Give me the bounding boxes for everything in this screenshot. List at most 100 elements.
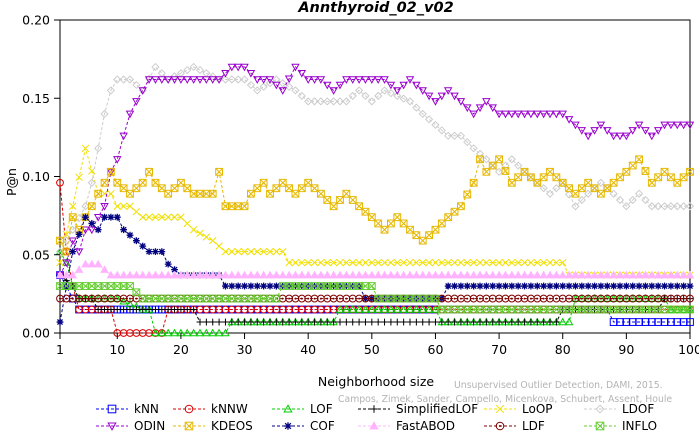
point-simplifiedlof: [330, 318, 338, 326]
point-simplifiedlof: [546, 318, 554, 326]
marker-dot: [122, 297, 125, 300]
marker-cross: [571, 305, 580, 314]
marker-box: [342, 189, 351, 198]
point-odin: [354, 76, 364, 84]
point-simplifiedlof: [552, 318, 560, 326]
marker-cross: [291, 189, 300, 198]
marker-dot: [485, 297, 488, 300]
point-cof: [610, 282, 618, 290]
marker-dot: [568, 297, 571, 300]
point-ldof: [323, 97, 332, 106]
marker-cross: [425, 231, 433, 239]
point-odin: [335, 81, 345, 90]
marker-dot: [599, 297, 602, 300]
legend-marker: [107, 404, 117, 414]
point-loop: [215, 242, 223, 250]
point-simplifiedlof: [438, 318, 446, 326]
marker-cross: [368, 282, 376, 290]
point-odin: [373, 76, 383, 84]
point-loop: [450, 258, 459, 267]
point-ldof: [386, 89, 396, 98]
x-tick-label: 40: [300, 342, 316, 357]
point-fastabod: [297, 270, 307, 279]
marker-cross: [425, 294, 433, 303]
point-fastabod: [348, 270, 357, 279]
marker-dot: [542, 297, 545, 300]
point-simplifiedlof: [374, 318, 382, 326]
point-simplifiedlof: [190, 306, 198, 313]
point-ldof: [615, 195, 625, 205]
point-loop: [234, 247, 242, 256]
marker-dot: [593, 297, 596, 300]
point-loop: [387, 258, 395, 267]
point-cof: [88, 220, 96, 227]
point-simplifiedlof: [164, 306, 172, 313]
point-fastabod: [176, 270, 186, 279]
point-kdeos: [374, 219, 383, 228]
marker-cross: [196, 189, 204, 198]
marker-dot: [491, 297, 494, 300]
point-fastabod: [558, 270, 567, 279]
point-cof: [164, 260, 172, 268]
point-ldof: [685, 202, 695, 211]
point-loop: [145, 213, 153, 221]
marker-cross: [679, 173, 688, 182]
point-odin: [138, 87, 147, 95]
point-fastabod: [310, 270, 319, 279]
point-fastabod: [463, 270, 472, 279]
point-kdeos: [266, 189, 274, 198]
legend-marker: [184, 404, 194, 414]
point-kdeos: [514, 173, 523, 182]
point-cof: [234, 282, 242, 290]
marker-dot: [479, 297, 481, 300]
point-odin: [628, 127, 637, 135]
marker-cross: [62, 282, 71, 290]
marker-box: [577, 184, 586, 193]
point-ldf: [686, 294, 694, 303]
point-loop: [418, 258, 427, 267]
point-ldf: [482, 294, 491, 303]
point-simplifiedlof: [183, 306, 191, 313]
point-kdeos: [183, 184, 192, 193]
point-cof: [101, 213, 108, 221]
marker-cross: [399, 219, 408, 228]
point-fastabod: [443, 270, 453, 279]
marker-cross: [635, 155, 643, 164]
marker-cross: [329, 282, 338, 290]
point-simplifiedlof: [101, 306, 108, 313]
point-lof: [564, 317, 574, 326]
point-simplifiedlof: [247, 318, 255, 326]
point-fastabod: [291, 270, 300, 279]
y-tick-label: 0.05: [22, 247, 50, 262]
marker-cross: [595, 421, 605, 431]
marker-dot: [440, 297, 443, 300]
point-fastabod: [609, 270, 618, 279]
point-kdeos: [208, 189, 217, 198]
point-lof: [418, 305, 427, 313]
marker-dot: [90, 297, 93, 300]
point-kdeos: [304, 178, 313, 187]
point-simplifiedlof: [266, 318, 274, 326]
point-simplifiedlof: [120, 306, 128, 313]
marker-cross: [247, 189, 255, 198]
marker-cross: [584, 305, 592, 314]
legend-label-inflo: INFLO: [622, 419, 657, 433]
point-ldof: [316, 97, 326, 106]
point-simplifiedlof: [260, 318, 268, 326]
series-line-kdeos: [59, 157, 691, 254]
point-lof: [119, 296, 128, 305]
point-simplifiedlof: [272, 318, 280, 326]
point-odin: [202, 76, 211, 84]
marker-cross: [183, 294, 192, 303]
marker-cross: [266, 189, 274, 198]
marker-cross: [673, 305, 682, 314]
marker-cross: [113, 282, 122, 290]
point-cof: [120, 226, 128, 234]
marker-dot: [300, 297, 303, 300]
point-kdeos: [348, 196, 357, 204]
point-ldof: [119, 75, 128, 84]
marker-cross: [88, 282, 96, 290]
point-fastabod: [437, 270, 447, 279]
marker-cross: [342, 282, 351, 290]
point-lof: [380, 305, 389, 313]
